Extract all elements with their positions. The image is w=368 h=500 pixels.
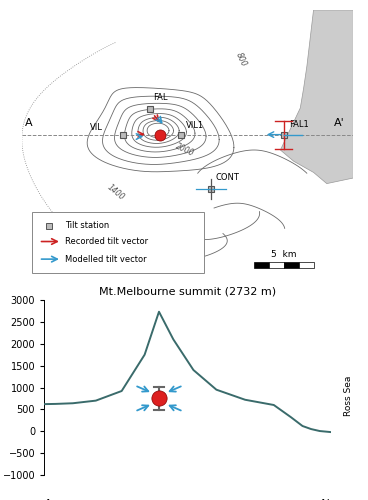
Text: Tilt station: Tilt station: [65, 221, 109, 230]
Text: 5  km: 5 km: [271, 250, 297, 259]
Text: VIL1: VIL1: [186, 122, 204, 130]
Text: CONT: CONT: [216, 173, 240, 182]
Text: Ross Sea: Ross Sea: [344, 376, 353, 416]
Bar: [269, 262, 284, 268]
Bar: [32, 212, 204, 273]
Bar: [284, 262, 298, 268]
Polygon shape: [280, 10, 353, 184]
Text: A: A: [44, 498, 53, 500]
Text: 800: 800: [234, 51, 248, 68]
Bar: [254, 262, 269, 268]
Text: Recorded tilt vector: Recorded tilt vector: [65, 237, 148, 246]
Text: VIL: VIL: [90, 123, 103, 132]
Text: FAL1: FAL1: [289, 120, 308, 129]
Text: A: A: [25, 118, 33, 128]
Text: 2000: 2000: [174, 141, 196, 158]
Bar: [298, 262, 314, 268]
Text: A': A': [333, 118, 344, 128]
Text: 1400: 1400: [105, 183, 125, 203]
Text: Modelled tilt vector: Modelled tilt vector: [65, 254, 147, 264]
Title: Mt.Melbourne summit (2732 m): Mt.Melbourne summit (2732 m): [99, 286, 276, 296]
Text: A': A': [319, 498, 331, 500]
Text: FAL: FAL: [153, 94, 167, 102]
